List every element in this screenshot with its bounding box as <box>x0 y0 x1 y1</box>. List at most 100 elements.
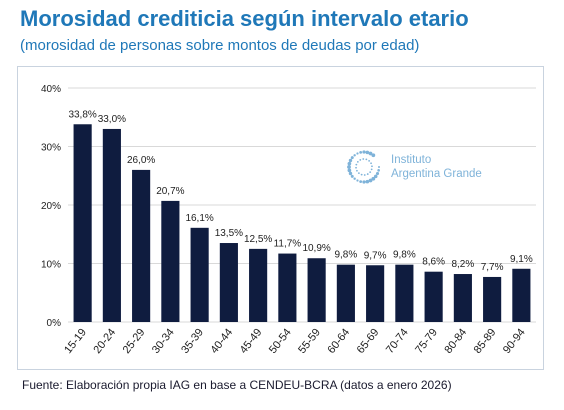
data-label: 33,0% <box>98 114 126 125</box>
x-tick-label: 35-39 <box>179 326 206 356</box>
y-tick-label: 0% <box>47 318 62 329</box>
logo-dot <box>356 152 359 155</box>
x-tick-label: 25-29 <box>121 326 148 356</box>
watermark: Instituto Argentina Grande <box>347 150 482 184</box>
data-label: 9,8% <box>393 250 416 261</box>
y-tick-label: 40% <box>41 84 61 95</box>
y-tick-label: 10% <box>41 260 61 271</box>
logo-dot <box>365 150 370 155</box>
chart-subtitle: (morosidad de personas sobre montos de d… <box>20 37 420 54</box>
logo-dot <box>366 173 369 175</box>
x-tick-label: 65-69 <box>355 326 382 356</box>
data-label: 8,6% <box>422 257 445 268</box>
source-note: Fuente: Elaboración propia IAG en base a… <box>22 378 452 392</box>
logo-dot <box>348 171 353 176</box>
x-tick-label: 60-64 <box>325 326 352 356</box>
data-label: 11,7% <box>274 239 302 250</box>
logo-dot <box>359 180 363 184</box>
bar <box>73 124 92 322</box>
logo-dot <box>368 178 373 183</box>
logo-dot <box>362 158 365 160</box>
logo-dot <box>357 172 360 175</box>
x-tick-label: 85-89 <box>472 326 499 356</box>
logo-dot <box>362 150 366 154</box>
bar <box>424 271 443 322</box>
chart-title: Morosidad crediticia según intervalo eta… <box>20 6 469 31</box>
bar <box>190 227 209 322</box>
x-tick-label: 50-54 <box>267 326 294 356</box>
data-label: 26,0% <box>127 155 155 166</box>
logo-dot <box>373 174 378 179</box>
data-label: 9,8% <box>334 250 357 261</box>
x-tick-label: 80-84 <box>442 326 469 356</box>
logo-dot <box>347 168 352 173</box>
logo-dot <box>371 176 376 181</box>
logo-dot <box>356 160 359 163</box>
x-tick-label: 15-19 <box>62 326 89 356</box>
logo-dot <box>368 159 371 162</box>
bar <box>161 200 180 322</box>
logo-dot <box>377 169 380 172</box>
logo-dot <box>371 153 376 158</box>
data-label: 16,1% <box>185 213 213 224</box>
logo-dot <box>370 162 372 165</box>
logo-dot <box>360 173 363 176</box>
logo-dot <box>363 174 366 176</box>
data-label: 7,7% <box>481 262 504 273</box>
logo-dot <box>371 165 373 168</box>
data-label: 13,5% <box>215 228 243 239</box>
logo-dot <box>359 150 363 154</box>
bar <box>366 265 385 322</box>
x-tick-label: 30-34 <box>150 326 177 356</box>
bar <box>102 128 121 322</box>
data-label: 33,8% <box>68 109 96 120</box>
y-tick-label: 20% <box>41 201 61 212</box>
data-label: 9,1% <box>510 254 533 265</box>
logo-dot <box>356 179 359 182</box>
dotted-circle-logo-icon <box>347 150 380 184</box>
logo-dot <box>365 179 370 184</box>
bar <box>307 258 326 322</box>
data-label: 9,7% <box>364 250 387 261</box>
data-label: 10,9% <box>302 243 330 254</box>
logo-dot <box>355 166 357 169</box>
logo-dot <box>348 158 353 163</box>
logo-dot <box>359 159 362 161</box>
logo-dot <box>369 171 372 174</box>
x-tick-label: 45-49 <box>238 326 265 356</box>
watermark-line2: Argentina Grande <box>391 168 482 180</box>
logo-dot <box>375 171 380 176</box>
x-tick-label: 75-79 <box>413 326 440 356</box>
watermark-line1: Instituto <box>391 154 431 166</box>
x-tick-label: 90-94 <box>501 326 528 356</box>
data-label: 12,5% <box>244 234 272 245</box>
logo-dot <box>353 177 356 180</box>
y-tick-label: 30% <box>41 143 61 154</box>
x-tick-label: 70-74 <box>384 326 411 356</box>
logo-dot <box>368 151 373 156</box>
bar <box>249 248 268 322</box>
bar <box>132 169 151 322</box>
logo-dot <box>350 156 354 160</box>
logo-dot <box>356 169 358 172</box>
x-tick-label: 40-44 <box>208 326 235 356</box>
logo-dot <box>353 154 356 157</box>
logo-dot <box>362 180 366 184</box>
logo-dot <box>347 161 352 166</box>
chart-panel: Instituto Argentina Grande 33,8% 33,0% 26,… <box>17 66 544 370</box>
data-label: 8,2% <box>451 259 474 270</box>
bar <box>395 264 414 322</box>
bar <box>278 253 297 322</box>
bar <box>512 268 531 322</box>
x-tick-label: 20-24 <box>91 326 118 356</box>
bar <box>219 243 238 322</box>
data-label: 20,7% <box>156 186 184 197</box>
bar-chart: Instituto Argentina Grande 33,8% 33,0% 26,… <box>41 84 536 356</box>
logo-dot <box>378 166 380 168</box>
bar <box>336 264 355 322</box>
x-tick-label: 55-59 <box>296 326 323 356</box>
logo-dot <box>347 165 351 169</box>
logo-dot <box>365 158 368 161</box>
logo-dot <box>370 168 373 171</box>
bar <box>483 276 502 322</box>
